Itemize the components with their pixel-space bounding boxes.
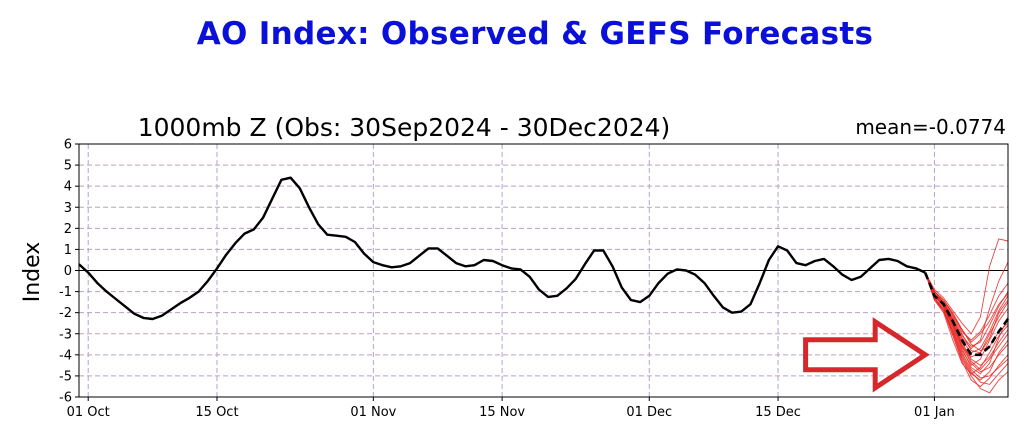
x-tick-label: 01 Oct xyxy=(67,405,110,420)
ensemble-mean-line xyxy=(923,272,1010,357)
y-tick-label: 3 xyxy=(64,201,72,216)
ensemble-member-line xyxy=(924,272,1009,347)
ensemble-member-line xyxy=(924,272,1009,358)
ensemble-member-line xyxy=(924,272,1009,343)
y-tick-label: 4 xyxy=(64,180,72,195)
ensemble-member-line xyxy=(924,238,1009,335)
observed-line xyxy=(78,176,926,321)
y-tick-label: 5 xyxy=(64,159,72,174)
x-tick-label: 15 Oct xyxy=(195,405,238,420)
y-tick-label: 6 xyxy=(64,138,72,153)
mean-label: mean=-0.0774 xyxy=(855,115,1006,139)
y-axis-label: Index xyxy=(20,242,45,303)
x-tick-label: 15 Nov xyxy=(479,405,525,420)
annotation-arrow xyxy=(803,317,930,393)
y-tick-label: -5 xyxy=(59,369,72,384)
y-tick-label: -1 xyxy=(59,285,72,300)
x-tick-label: 15 Dec xyxy=(755,405,801,420)
y-tick-label: 2 xyxy=(64,222,72,237)
ensemble-member-line xyxy=(924,272,1009,375)
y-tick-label: -6 xyxy=(59,391,72,406)
y-tick-label: -4 xyxy=(59,348,72,363)
ensemble-member-line xyxy=(924,261,1009,350)
ensemble-member-line xyxy=(924,272,1009,379)
y-tick-label: 1 xyxy=(64,243,72,258)
y-tick-label: 0 xyxy=(64,264,72,279)
chart-main-title: AO Index: Observed & GEFS Forecasts xyxy=(196,16,874,52)
ensemble-member-line xyxy=(924,272,1009,371)
ensemble-member-line xyxy=(924,272,1009,388)
ensemble-member-line xyxy=(924,272,1009,385)
chart-subtitle: 1000mb Z (Obs: 30Sep2024 - 30Dec2024) xyxy=(138,113,671,142)
y-tick-label: -3 xyxy=(59,327,72,342)
y-tick-label: -2 xyxy=(59,306,72,321)
ensemble-member-line xyxy=(924,272,1009,381)
ensemble-member-line xyxy=(924,272,1009,375)
ensemble-member-line xyxy=(924,272,1009,341)
x-tick-label: 01 Nov xyxy=(350,405,396,420)
plot-area: -6 -5 -4 -3 -2 -1 0 1 2 3 4 5 6 01 Oct 15 Oct 01 Nov 15 … xyxy=(59,138,1010,420)
x-tick-label: 01 Jan xyxy=(914,405,955,420)
x-tick-label: 01 Dec xyxy=(626,405,672,420)
